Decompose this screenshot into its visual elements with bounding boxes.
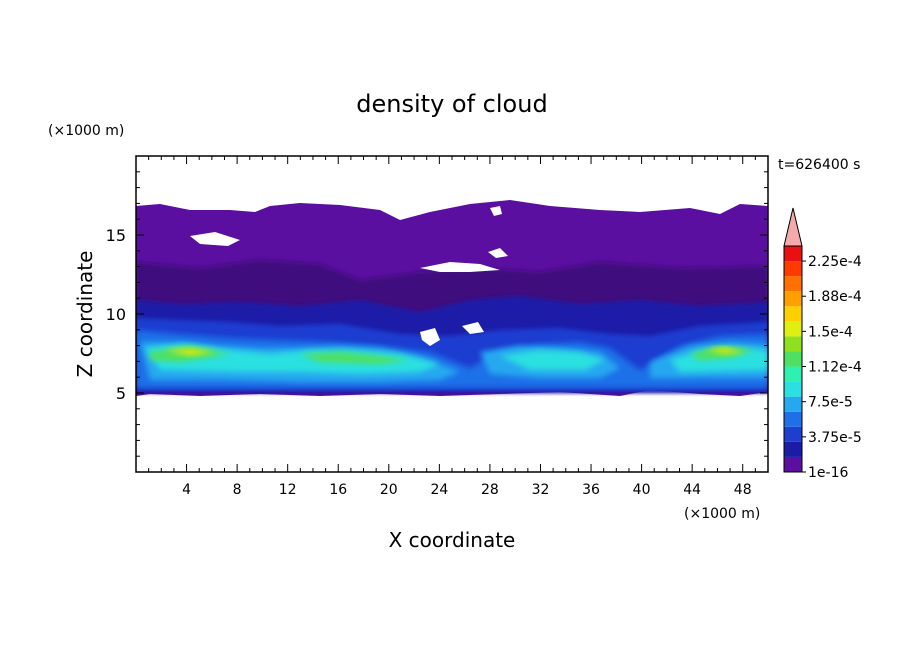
x-tick-label: 20 (380, 482, 398, 498)
colorbar-segment (784, 396, 802, 412)
colorbar-segment (784, 276, 802, 292)
colorbar-segment (784, 321, 802, 337)
colorbar-segment (784, 306, 802, 322)
x-tick-label: 32 (532, 482, 550, 498)
x-tick-label: 8 (233, 482, 242, 498)
colorbar-segment (784, 291, 802, 307)
colorbar-label: 7.5e-5 (808, 395, 853, 411)
colorbar-segment (784, 366, 802, 382)
y-tick-label: 15 (106, 226, 126, 245)
colorbar-label: 1.88e-4 (808, 289, 862, 305)
x-tick-label: 40 (633, 482, 651, 498)
time-label: t=626400 s (778, 157, 860, 173)
colorbar-label: 1.12e-4 (808, 360, 862, 376)
colorbar-segment (784, 351, 802, 367)
cloud-gaps (190, 206, 508, 346)
colorbar-label: 3.75e-5 (808, 430, 862, 446)
y-tick-label: 5 (116, 384, 126, 403)
colorbar-segment (784, 411, 802, 427)
colorbar-label: 2.25e-4 (808, 254, 862, 270)
x-tick-label: 12 (279, 482, 297, 498)
x-unit-label: (×1000 m) (684, 506, 760, 522)
x-tick-label: 36 (582, 482, 600, 498)
colorbar-segment (784, 441, 802, 457)
colorbar-segment (784, 246, 802, 262)
x-axis-label: X coordinate (389, 528, 516, 552)
colorbar-segment (784, 336, 802, 352)
colorbar-segment (784, 456, 802, 472)
y-axis-label: Z coordinate (73, 251, 97, 378)
x-tick-label: 16 (329, 482, 347, 498)
colorbar-frame (783, 245, 803, 473)
cloud-density-field (136, 200, 768, 396)
y-tick-label: 10 (106, 305, 126, 324)
colorbar-segment (784, 426, 802, 442)
x-tick-label: 48 (734, 482, 752, 498)
cloud-region-aqua (145, 344, 768, 374)
colorbar: 1e-16 3.75e-5 7.5e-5 1.12e-4 1.5e-4 1.88e-4 2.… (783, 207, 862, 481)
y-axis-ticks: 5 10 15 (106, 171, 768, 457)
colorbar-segment (784, 381, 802, 397)
colorbar-segment (784, 261, 802, 277)
x-tick-label: 28 (481, 482, 499, 498)
x-tick-label: 44 (683, 482, 701, 498)
x-axis-ticks: 4 8 12 16 20 24 28 32 36 40 44 48 (148, 156, 756, 498)
chart-title: density of cloud (356, 90, 547, 118)
x-tick-label: 4 (182, 482, 191, 498)
colorbar-over-triangle (783, 207, 803, 247)
x-tick-label: 24 (430, 482, 448, 498)
y-unit-label: (×1000 m) (48, 123, 124, 139)
colorbar-label: 1e-16 (808, 465, 848, 481)
colorbar-label: 1.5e-4 (808, 324, 853, 340)
